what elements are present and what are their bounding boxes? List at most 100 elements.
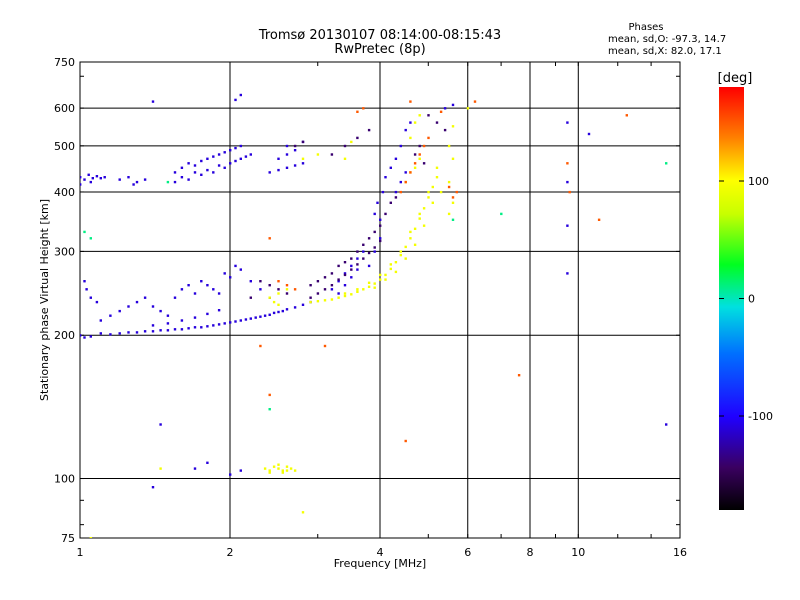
data-point [373, 250, 376, 253]
data-point [356, 268, 359, 271]
data-point [394, 157, 398, 160]
data-point [277, 292, 280, 295]
data-point [566, 272, 569, 275]
data-point [356, 288, 359, 291]
data-point [431, 185, 434, 189]
data-point [268, 408, 271, 411]
data-point [367, 281, 371, 284]
data-point [180, 288, 184, 291]
data-point [431, 201, 434, 204]
data-point [373, 212, 376, 216]
data-point [229, 162, 232, 165]
data-point [435, 166, 439, 169]
data-point [343, 292, 347, 295]
data-point [166, 329, 170, 332]
x-tick-label: 2 [227, 546, 234, 559]
data-point [367, 264, 371, 268]
data-point [301, 157, 305, 160]
data-point [285, 308, 289, 311]
data-point [343, 284, 347, 287]
data-point [281, 471, 284, 474]
y-tick-label: 100 [54, 473, 75, 486]
chart-title: Tromsø 20130107 08:14:00-08:15:43 [258, 28, 501, 43]
data-point [285, 465, 289, 468]
data-point [229, 321, 232, 324]
data-point [89, 296, 92, 299]
data-point [330, 284, 334, 287]
data-point [422, 162, 426, 165]
data-point [384, 212, 387, 216]
data-point [384, 273, 387, 277]
data-point [451, 196, 455, 199]
x-axis-label: Frequency [MHz] [334, 557, 426, 570]
data-point [193, 326, 197, 329]
data-point [159, 309, 162, 313]
data-point [427, 136, 430, 140]
data-point [404, 245, 407, 249]
data-point [277, 288, 280, 291]
data-point [356, 110, 359, 113]
data-point [394, 196, 398, 199]
data-point [285, 166, 289, 169]
data-point [394, 261, 398, 264]
data-point [99, 319, 102, 322]
data-point [166, 180, 170, 184]
data-point [665, 423, 668, 426]
data-point [356, 136, 359, 140]
data-point [443, 107, 447, 110]
colorbar-tick-label: 100 [748, 175, 769, 188]
data-point [277, 467, 280, 470]
data-point [206, 325, 209, 328]
data-point [244, 318, 248, 321]
data-point [316, 300, 320, 303]
data-point [337, 280, 340, 283]
data-point [212, 324, 215, 327]
data-point [455, 190, 458, 194]
data-point [343, 294, 347, 298]
data-point [244, 155, 248, 158]
data-point [285, 469, 289, 472]
data-point [193, 171, 197, 174]
data-point [566, 121, 569, 124]
data-point [217, 309, 221, 312]
y-tick-labels: 75 100 200 300 400 500 600 750 [54, 56, 75, 545]
data-point [422, 224, 426, 227]
data-point [143, 330, 147, 333]
data-point [234, 146, 237, 150]
data-point [447, 212, 451, 216]
data-point [587, 132, 591, 136]
data-point [118, 309, 121, 313]
data-point [109, 333, 112, 336]
data-point [379, 218, 382, 221]
y-tick-label: 750 [54, 56, 75, 69]
data-point [206, 312, 209, 316]
data-point [85, 288, 88, 291]
data-point [80, 334, 82, 337]
data-point [409, 237, 412, 240]
data-point [409, 171, 412, 174]
data-point [409, 121, 412, 124]
data-point [399, 250, 402, 253]
data-point [293, 288, 297, 291]
data-point [350, 257, 353, 260]
grid-lines [80, 62, 680, 538]
data-point [180, 176, 184, 179]
data-point [568, 190, 571, 194]
data-point [151, 486, 155, 489]
data-point [413, 227, 417, 230]
data-point [180, 328, 184, 331]
data-point [373, 230, 376, 234]
data-point [259, 315, 262, 318]
x-tick-label: 1 [77, 546, 84, 559]
data-point [151, 324, 155, 327]
data-point [373, 246, 376, 249]
data-point [422, 144, 426, 148]
x-tick-label: 16 [673, 546, 687, 559]
data-point [435, 121, 439, 124]
data-point [399, 253, 402, 257]
data-point [272, 465, 276, 468]
data-point [206, 461, 209, 464]
data-point [151, 305, 155, 308]
data-point [268, 284, 271, 287]
data-point [293, 469, 297, 472]
